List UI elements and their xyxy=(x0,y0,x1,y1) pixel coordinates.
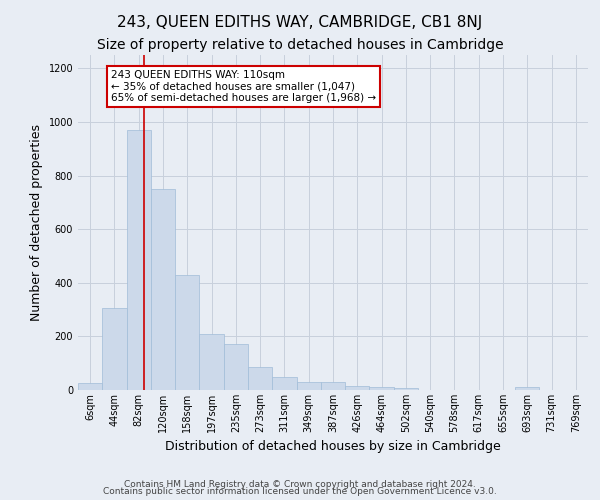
Bar xyxy=(394,388,418,390)
Bar xyxy=(78,384,102,390)
Text: Size of property relative to detached houses in Cambridge: Size of property relative to detached ho… xyxy=(97,38,503,52)
Bar xyxy=(272,376,296,390)
Text: 243, QUEEN EDITHS WAY, CAMBRIDGE, CB1 8NJ: 243, QUEEN EDITHS WAY, CAMBRIDGE, CB1 8N… xyxy=(118,15,482,30)
Text: Contains public sector information licensed under the Open Government Licence v3: Contains public sector information licen… xyxy=(103,487,497,496)
Bar xyxy=(345,386,370,390)
Bar xyxy=(224,344,248,390)
Bar xyxy=(296,382,321,390)
Bar xyxy=(248,367,272,390)
Bar xyxy=(321,382,345,390)
Bar xyxy=(102,308,127,390)
Bar xyxy=(199,334,224,390)
Y-axis label: Number of detached properties: Number of detached properties xyxy=(30,124,43,321)
Bar xyxy=(175,275,199,390)
Bar xyxy=(151,189,175,390)
Text: Contains HM Land Registry data © Crown copyright and database right 2024.: Contains HM Land Registry data © Crown c… xyxy=(124,480,476,489)
Bar xyxy=(127,130,151,390)
X-axis label: Distribution of detached houses by size in Cambridge: Distribution of detached houses by size … xyxy=(165,440,501,454)
Text: 243 QUEEN EDITHS WAY: 110sqm
← 35% of detached houses are smaller (1,047)
65% of: 243 QUEEN EDITHS WAY: 110sqm ← 35% of de… xyxy=(111,70,376,103)
Bar xyxy=(515,388,539,390)
Bar xyxy=(370,388,394,390)
